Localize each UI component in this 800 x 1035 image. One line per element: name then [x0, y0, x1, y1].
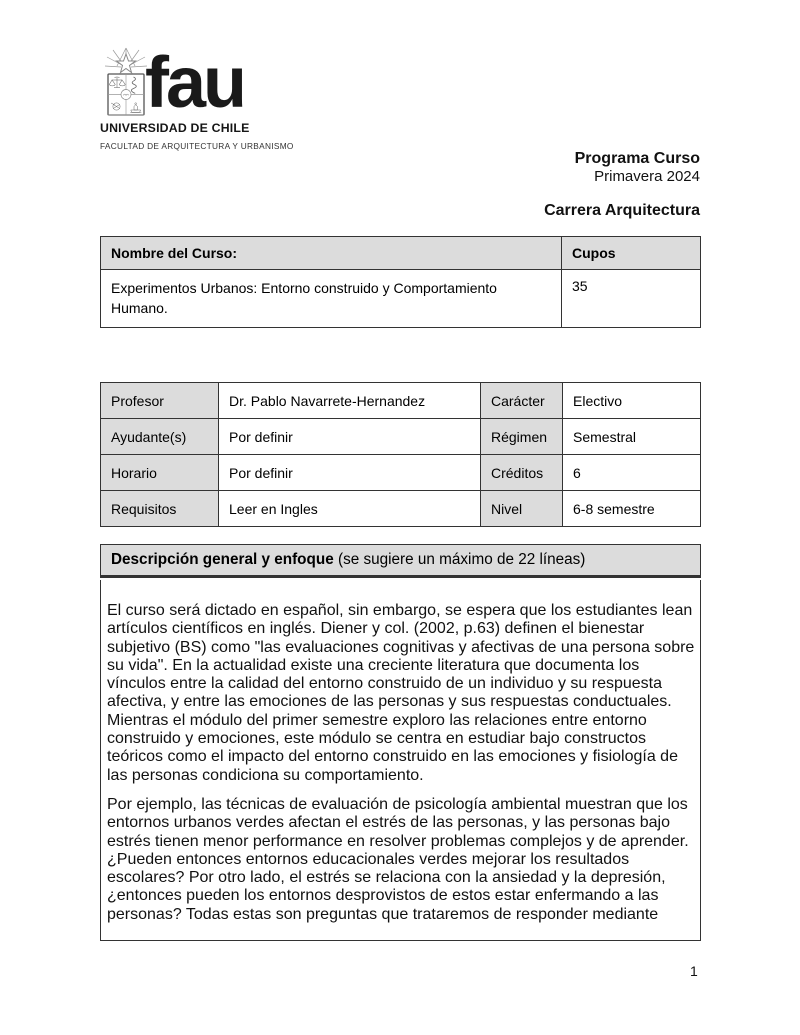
svg-text:fau: fau — [145, 45, 244, 123]
